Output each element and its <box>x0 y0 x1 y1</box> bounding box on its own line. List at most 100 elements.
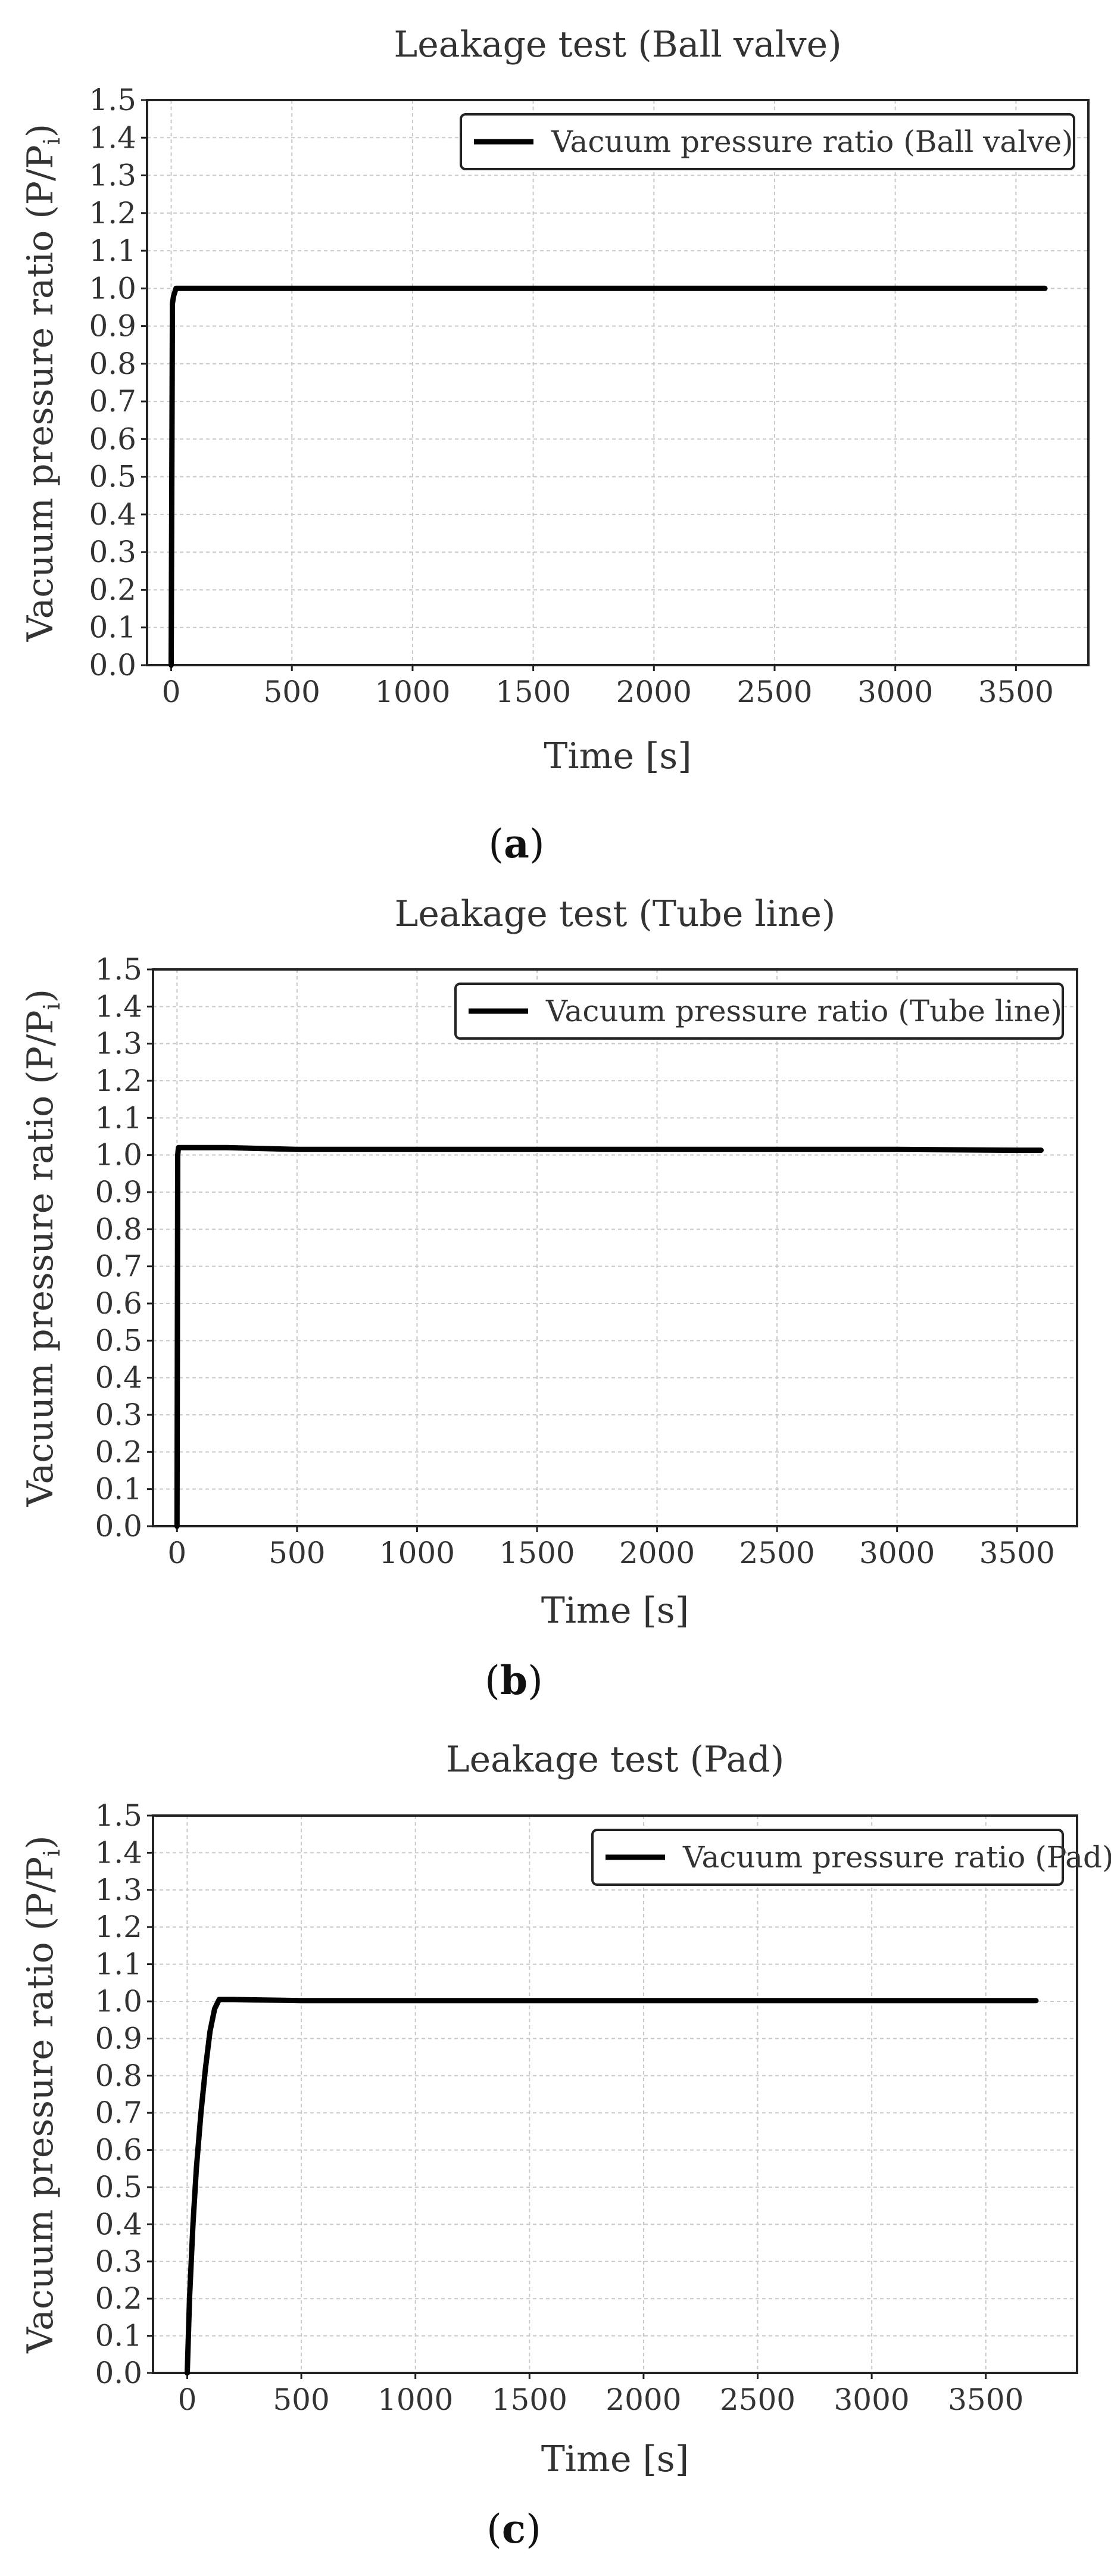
y-tick-label: 0.5 <box>95 2170 142 2204</box>
legend: Vacuum pressure ratio (Tube line) <box>454 983 1064 1040</box>
panel-label-letter: a <box>504 821 529 867</box>
y-tick-label: 1.1 <box>89 233 136 268</box>
panel-label-open: ( <box>485 1658 500 1704</box>
y-axis-label-main: Vacuum pressure ratio (P/P <box>20 145 61 642</box>
y-tick-label: 0.7 <box>95 1249 142 1284</box>
y-tick-label: 1.1 <box>95 1100 142 1135</box>
x-axis-label: Time [s] <box>544 735 691 777</box>
y-tick-label: 0.1 <box>95 2319 142 2353</box>
x-tick-label: 2500 <box>739 1536 814 1570</box>
legend-label: Vacuum pressure ratio (Tube line) <box>545 994 1062 1028</box>
x-tick-label: 3000 <box>834 2382 909 2417</box>
plot-frame <box>152 968 1078 1527</box>
x-tick-label: 3500 <box>979 1536 1055 1570</box>
y-tick-label: 0.3 <box>89 535 136 569</box>
y-tick-label: 1.4 <box>95 989 142 1024</box>
panel-label-letter: b <box>500 1657 528 1704</box>
y-tick-label: 1.5 <box>95 952 142 987</box>
chart-title: Leakage test (Ball valve) <box>394 24 841 66</box>
chart-panel-b: Leakage test (Tube line)0.00.10.20.30.40… <box>20 893 1078 1704</box>
legend-label: Vacuum pressure ratio (Ball valve) <box>551 124 1073 159</box>
y-tick-label: 0.5 <box>89 460 136 494</box>
y-axis-label-main: Vacuum pressure ratio (P/P <box>20 1857 61 2354</box>
y-tick-label: 0.4 <box>95 1361 142 1395</box>
chart-panel-c: Leakage test (Pad)0.00.10.20.30.40.50.60… <box>20 1739 1111 2552</box>
x-tick-label: 1000 <box>379 1536 455 1570</box>
y-tick-label: 0.2 <box>89 572 136 607</box>
y-tick-label: 1.3 <box>89 158 136 193</box>
x-tick-label: 3500 <box>978 675 1054 709</box>
y-tick-label: 0.8 <box>89 347 136 381</box>
panel-label-close: ) <box>526 2506 541 2552</box>
plot-frame <box>152 1814 1078 2374</box>
panel-label-close: ) <box>528 1658 543 1704</box>
legend: Vacuum pressure ratio (Ball valve) <box>460 113 1075 170</box>
panel-label-open: ( <box>488 821 504 867</box>
legend-box <box>454 983 1064 1040</box>
y-tick-label: 0.7 <box>95 2095 142 2130</box>
y-tick-label: 1.0 <box>89 271 136 305</box>
y-tick-label: 0.7 <box>89 384 136 419</box>
legend-label: Vacuum pressure ratio (Pad) <box>682 1840 1111 1875</box>
x-tick-label: 2500 <box>720 2382 795 2417</box>
y-axis-label-subscript: i <box>39 138 65 145</box>
y-tick-label: 0.8 <box>95 2059 142 2093</box>
panel-label: (b) <box>485 1657 543 1704</box>
y-tick-label: 1.4 <box>95 1835 142 1870</box>
legend-box <box>591 1829 1064 1886</box>
y-tick-label: 0.4 <box>95 2207 142 2241</box>
x-tick-label: 2000 <box>619 1536 695 1570</box>
y-axis-label-main: Vacuum pressure ratio (P/P <box>20 1010 61 1507</box>
y-tick-label: 0.3 <box>95 2244 142 2279</box>
y-tick-label: 1.5 <box>89 83 136 117</box>
y-tick-label: 0.2 <box>95 2281 142 2316</box>
y-tick-label: 0.9 <box>95 1175 142 1209</box>
chart-title: Leakage test (Tube line) <box>395 893 836 935</box>
y-tick-label: 0.2 <box>95 1434 142 1469</box>
panel-label: (c) <box>486 2506 541 2552</box>
y-tick-label: 1.0 <box>95 1984 142 2019</box>
y-tick-label: 1.5 <box>95 1798 142 1833</box>
x-tick-label: 1500 <box>492 2382 567 2417</box>
y-axis-label-subscript: i <box>39 1003 65 1010</box>
x-tick-label: 1000 <box>377 2382 453 2417</box>
panel-label-open: ( <box>486 2506 502 2552</box>
y-tick-label: 0.6 <box>89 422 136 456</box>
x-tick-label: 1500 <box>495 675 571 709</box>
series-line <box>185 1997 1039 2376</box>
y-tick-label: 1.0 <box>95 1138 142 1172</box>
legend: Vacuum pressure ratio (Pad) <box>591 1829 1111 1886</box>
y-tick-label: 0.6 <box>95 1286 142 1321</box>
x-tick-label: 500 <box>264 675 320 709</box>
series-line <box>168 285 1048 668</box>
y-tick-label: 0.6 <box>95 2133 142 2168</box>
y-axis-label-close: ) <box>20 989 61 1003</box>
y-tick-label: 1.3 <box>95 1027 142 1061</box>
y-axis-label: Vacuum pressure ratio (P/Pi) <box>20 124 65 642</box>
x-tick-label: 2500 <box>736 675 812 709</box>
y-tick-label: 0.1 <box>89 610 136 645</box>
y-tick-label: 1.2 <box>95 1064 142 1098</box>
y-axis-label-subscript: i <box>39 1850 65 1857</box>
y-tick-label: 1.1 <box>95 1947 142 1982</box>
x-axis-label: Time [s] <box>541 2438 689 2480</box>
panel-label: (a) <box>488 821 544 867</box>
y-tick-label: 0.5 <box>95 1323 142 1358</box>
y-tick-label: 1.3 <box>95 1873 142 1907</box>
x-tick-label: 3000 <box>859 1536 935 1570</box>
y-tick-label: 1.4 <box>89 120 136 155</box>
x-tick-label: 0 <box>178 2382 197 2417</box>
x-tick-label: 3000 <box>857 675 933 709</box>
x-axis-label: Time [s] <box>541 1590 689 1632</box>
y-tick-label: 0.9 <box>89 309 136 344</box>
y-tick-label: 0.0 <box>89 648 136 682</box>
y-tick-label: 0.0 <box>95 2356 142 2390</box>
y-axis-label-close: ) <box>20 124 61 138</box>
y-axis-label: Vacuum pressure ratio (P/Pi) <box>20 989 65 1507</box>
y-tick-label: 0.3 <box>95 1398 142 1432</box>
y-tick-label: 1.2 <box>89 196 136 230</box>
x-tick-label: 1500 <box>499 1536 575 1570</box>
y-tick-label: 0.1 <box>95 1472 142 1507</box>
